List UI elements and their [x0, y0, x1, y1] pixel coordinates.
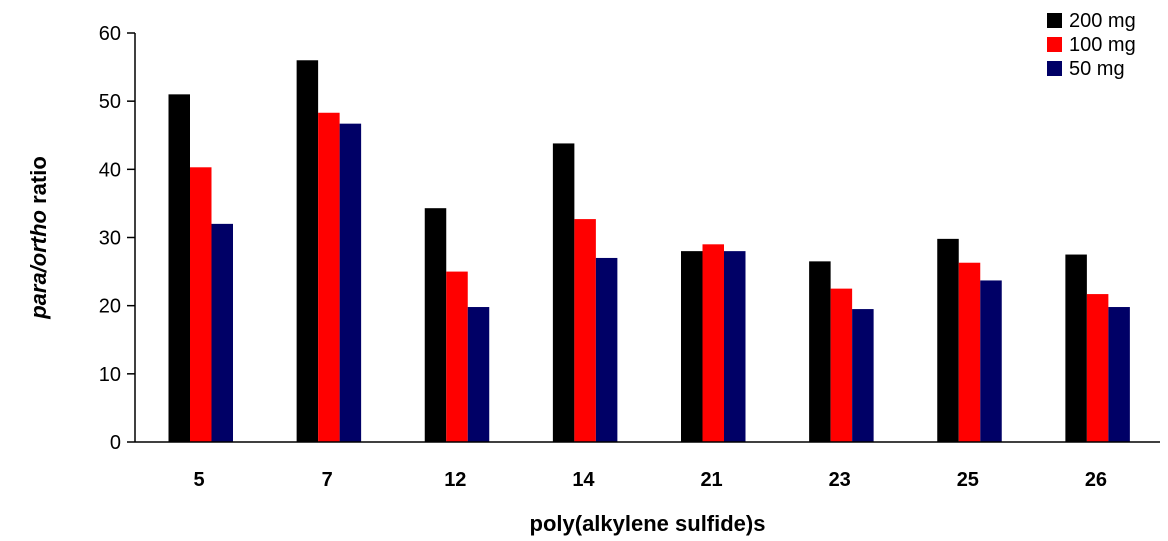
y-tick-label: 50: [99, 91, 121, 113]
legend-label: 50 mg: [1069, 58, 1125, 80]
x-tick-label: 23: [829, 469, 851, 491]
x-tick-label: 12: [444, 469, 466, 491]
x-axis-title: poly(alkylene sulfide)s: [530, 511, 766, 536]
legend-swatch: [1047, 13, 1062, 28]
bar: [702, 244, 724, 442]
bar: [830, 288, 853, 442]
bar: [681, 251, 703, 442]
y-axis-title-plain: ratio: [26, 156, 51, 210]
bars-group: [168, 60, 1130, 443]
bar: [1108, 307, 1130, 442]
bar: [190, 167, 212, 442]
bar: [168, 94, 190, 442]
bar: [1065, 254, 1087, 442]
bar: [724, 251, 746, 442]
legend-label: 100 mg: [1069, 34, 1136, 56]
bar: [446, 271, 468, 442]
y-tick-label: 60: [99, 23, 121, 45]
bar: [318, 112, 340, 442]
bar: [1086, 294, 1109, 442]
y-axis-title-italic: para/ortho: [26, 210, 51, 320]
legend-swatch: [1047, 61, 1062, 76]
x-tick-label: 7: [322, 469, 333, 491]
bar: [937, 238, 959, 442]
bar: [211, 223, 233, 442]
x-ticks-group: 5 7 12 14 21 23 25 26: [194, 469, 1108, 491]
y-tick-label: 40: [99, 159, 121, 181]
bar: [467, 307, 490, 442]
bar: [296, 60, 319, 443]
bar: [980, 280, 1002, 442]
x-tick-label: 26: [1085, 469, 1107, 491]
bar: [424, 208, 447, 442]
x-tick-label: 5: [194, 469, 205, 491]
legend-label: 200 mg: [1069, 10, 1136, 32]
bar: [339, 123, 362, 442]
legend-swatch: [1047, 37, 1062, 52]
y-tick-label: 30: [99, 228, 121, 250]
axes-group: [134, 33, 1160, 443]
y-tick-label: 10: [99, 364, 121, 386]
bar: [852, 309, 874, 442]
bar: [958, 262, 981, 442]
y-tick-label: 20: [99, 296, 121, 318]
y-ticks-group: 0 10 20 30 40 50 60: [99, 23, 135, 454]
bar: [574, 219, 596, 442]
bar: [552, 143, 575, 442]
y-axis-title: para/ortho ratio: [26, 156, 51, 320]
x-tick-label: 14: [572, 469, 595, 491]
x-tick-label: 21: [700, 469, 722, 491]
y-tick-label: 0: [110, 432, 121, 454]
x-tick-label: 25: [957, 469, 979, 491]
bar: [809, 261, 831, 442]
bar: [595, 257, 618, 442]
